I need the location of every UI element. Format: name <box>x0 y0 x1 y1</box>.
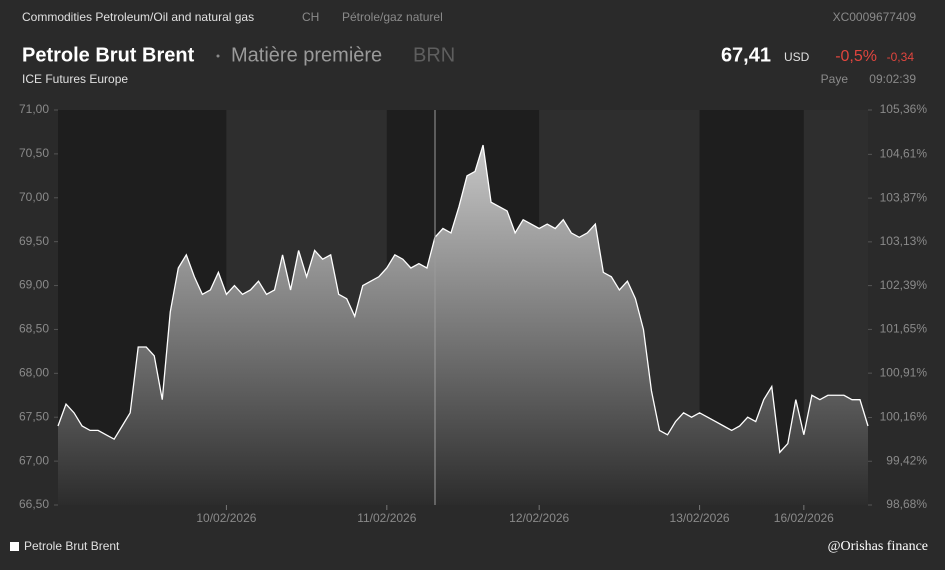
time: 09:02:39 <box>869 72 916 86</box>
x-tick-label: 11/02/2026 <box>357 511 416 525</box>
x-tick-label: 16/02/2026 <box>774 511 834 525</box>
separator <box>216 54 220 58</box>
sector: Pétrole/gaz naturel <box>342 10 443 24</box>
instrument-kind: Matière première <box>231 44 382 66</box>
exchange: ICE Futures Europe <box>22 72 128 86</box>
y-tick-label: 67,50 <box>19 409 49 423</box>
y2-tick-label: 103,87% <box>880 190 928 204</box>
country-label: Paye <box>821 72 849 86</box>
price-line <box>57 144 869 454</box>
y-tick-label: 70,50 <box>19 146 49 160</box>
y-tick-label: 68,50 <box>19 322 49 336</box>
y-tick-label: 66,50 <box>19 497 49 511</box>
y-tick-label: 69,50 <box>19 234 49 248</box>
y2-tick-label: 103,13% <box>880 234 928 248</box>
legend-label: Petrole Brut Brent <box>24 539 120 553</box>
y2-tick-label: 99,42% <box>886 453 927 467</box>
instrument-name: Petrole Brut Brent <box>22 44 195 66</box>
y2-tick-label: 100,16% <box>880 410 928 424</box>
change-pct: -0,5% <box>835 48 877 65</box>
country: CH <box>302 10 319 24</box>
y2-tick-label: 100,91% <box>880 365 928 379</box>
area-fill <box>58 145 868 505</box>
y-tick-label: 68,00 <box>19 366 49 380</box>
category: Commodities Petroleum/Oil and natural ga… <box>22 10 254 24</box>
y-tick-label: 70,00 <box>19 190 49 204</box>
credit: @Orishas finance <box>828 539 928 554</box>
isin: XC0009677409 <box>833 10 917 24</box>
x-tick-label: 10/02/2026 <box>196 511 256 525</box>
legend-swatch <box>10 542 19 551</box>
y2-tick-label: 98,68% <box>886 497 927 511</box>
y-tick-label: 69,00 <box>19 278 49 292</box>
y2-tick-label: 101,65% <box>880 322 928 336</box>
price: 67,41 <box>721 44 771 66</box>
currency: USD <box>784 50 810 64</box>
y2-tick-label: 105,36% <box>880 102 928 116</box>
x-tick-label: 13/02/2026 <box>670 511 730 525</box>
x-tick-label: 12/02/2026 <box>509 511 569 525</box>
y2-tick-label: 102,39% <box>880 278 928 292</box>
y2-tick-label: 104,61% <box>880 147 928 161</box>
symbol: BRN <box>413 44 455 66</box>
y-tick-label: 67,00 <box>19 453 49 467</box>
change-abs: -0,34 <box>887 50 915 64</box>
y-tick-label: 71,00 <box>19 102 49 116</box>
